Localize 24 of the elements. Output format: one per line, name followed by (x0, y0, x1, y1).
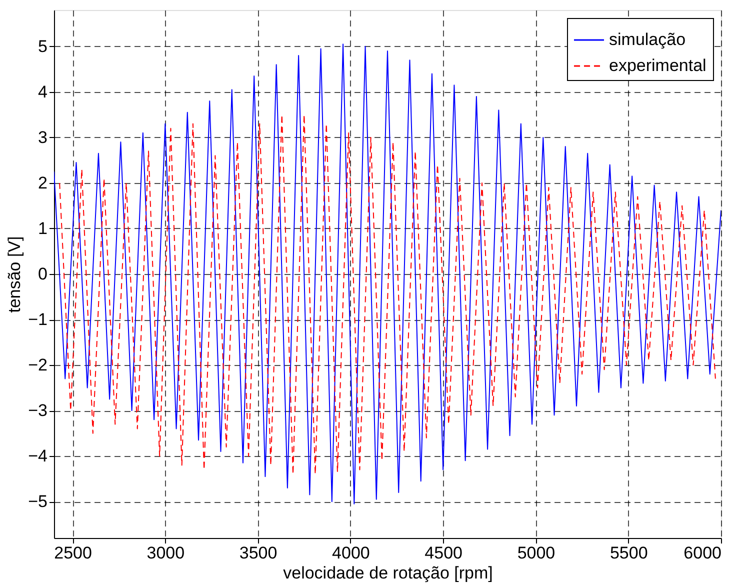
y-tick-label: 2 (38, 173, 48, 192)
x-tick-label: 4000 (332, 544, 370, 562)
y-tick-label: −5 (28, 492, 48, 512)
x-tick-label: 3000 (146, 544, 185, 562)
y-tick-label: 5 (38, 36, 48, 56)
y-axis-title: tensão [V] (5, 236, 24, 313)
y-tick-label: −1 (28, 310, 48, 330)
line-series (59, 114, 716, 475)
y-tick-label: 3 (38, 128, 48, 147)
y-tick-label: −4 (28, 446, 48, 466)
x-tick-label: 4500 (424, 544, 462, 562)
y-tick-label: −3 (28, 401, 48, 420)
legend-label: simulação (609, 30, 686, 49)
legend-label: experimental (609, 56, 706, 75)
x-tick-label: 5500 (610, 544, 648, 562)
x-tick-label: 2500 (54, 544, 92, 562)
x-tick-label: 3500 (239, 544, 278, 562)
y-tick-label: 1 (38, 218, 48, 238)
x-tick-label: 5000 (517, 544, 556, 562)
y-tick-label: 4 (38, 82, 48, 102)
y-tick-label: −2 (28, 356, 48, 375)
x-tick-label: 6000 (684, 544, 722, 562)
x-axis-title: velocidade de rotação [rpm] (283, 564, 493, 582)
y-tick-label: 0 (38, 264, 48, 284)
